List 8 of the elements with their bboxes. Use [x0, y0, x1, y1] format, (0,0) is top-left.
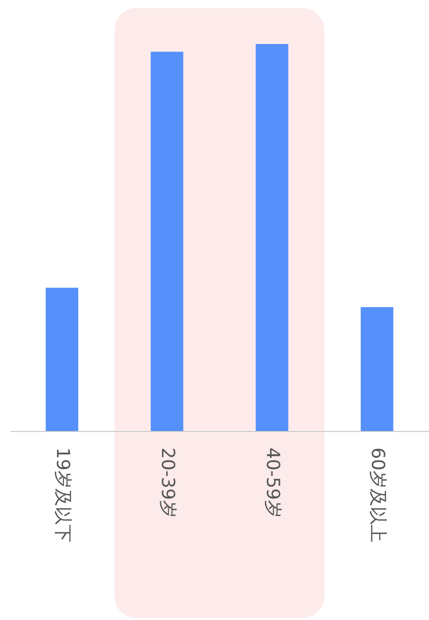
x-tick-label: 20-39岁 [156, 448, 178, 518]
bar [46, 288, 78, 431]
x-tick-label: 40-59岁 [262, 448, 284, 518]
x-tick-label: 19岁及以下 [52, 448, 73, 542]
bar [360, 307, 394, 431]
x-tick-label: 60岁及以上 [367, 448, 388, 542]
bar [256, 44, 288, 431]
bar [150, 52, 184, 431]
